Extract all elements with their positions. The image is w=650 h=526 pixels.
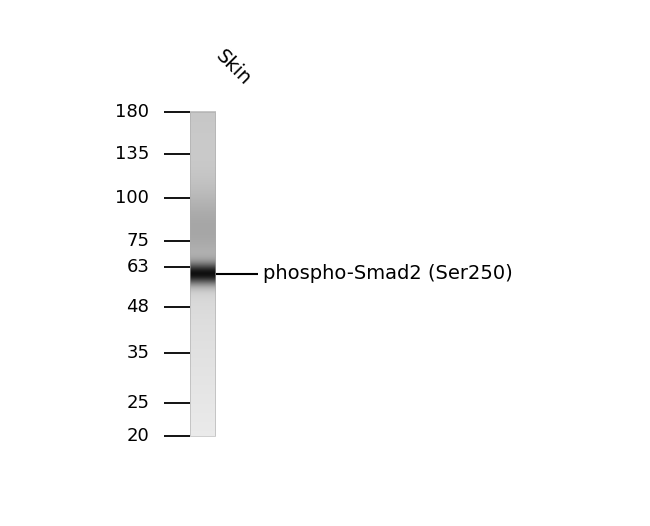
Text: 135: 135: [115, 145, 150, 163]
Text: phospho-Smad2 (Ser250): phospho-Smad2 (Ser250): [263, 264, 512, 283]
Text: 48: 48: [126, 298, 150, 316]
Bar: [190, 112, 214, 436]
Text: 63: 63: [126, 258, 150, 276]
Text: 75: 75: [126, 232, 150, 250]
Text: Skin: Skin: [212, 47, 255, 89]
Text: 20: 20: [127, 427, 150, 444]
Text: 180: 180: [115, 103, 150, 121]
Text: 25: 25: [126, 394, 150, 412]
Text: 35: 35: [126, 344, 150, 362]
Text: 100: 100: [116, 189, 150, 207]
